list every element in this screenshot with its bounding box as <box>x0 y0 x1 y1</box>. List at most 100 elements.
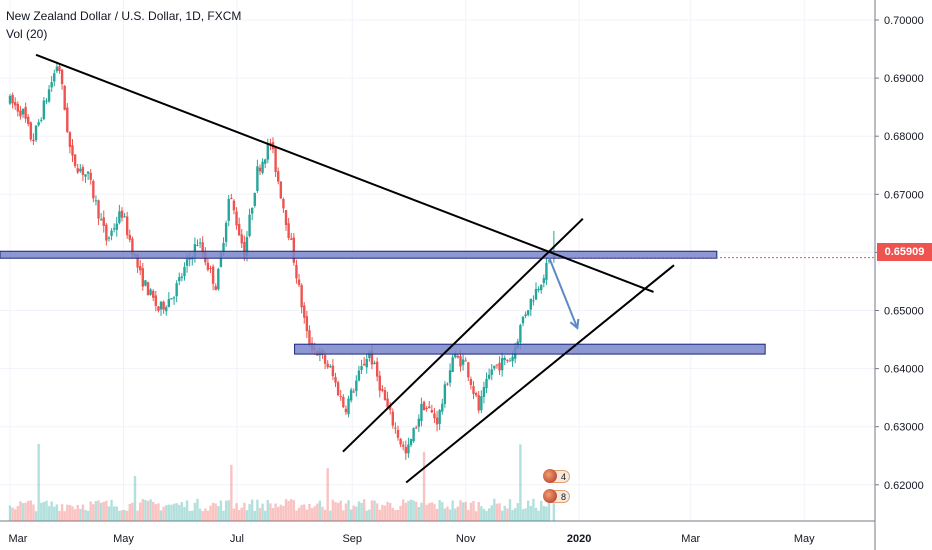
candle-body <box>266 143 269 160</box>
candle-body <box>378 375 381 391</box>
candle-body <box>172 297 176 299</box>
candle-body <box>92 180 95 199</box>
candle-body <box>511 356 514 362</box>
candle-body <box>415 427 418 429</box>
candle-body <box>422 401 426 411</box>
candle-body <box>485 378 488 389</box>
candle-body <box>21 109 25 115</box>
candle-body <box>232 200 236 211</box>
volume-bar <box>188 511 191 521</box>
volume-bar <box>102 501 105 521</box>
y-tick-label: 0.62000 <box>884 480 924 492</box>
event-badge-bottom[interactable]: 8 <box>543 489 570 503</box>
volume-bar <box>407 500 410 521</box>
candle-body <box>409 439 413 445</box>
candle-body <box>230 198 233 200</box>
candle-body <box>342 396 345 408</box>
candle-body <box>456 356 460 358</box>
volume-bar <box>81 504 85 521</box>
candle-body <box>396 429 400 438</box>
candle-body <box>519 325 522 343</box>
candle-body <box>446 383 449 385</box>
volume-bar <box>250 499 254 521</box>
candle-body <box>128 234 131 240</box>
volume-bar <box>230 464 233 521</box>
volume-bar <box>402 499 405 521</box>
volume-bar <box>112 506 116 521</box>
volume-bar <box>347 500 350 521</box>
candle-body <box>347 398 350 415</box>
candle-body <box>420 403 423 421</box>
candle-body <box>448 370 452 383</box>
y-tick-label: 0.69000 <box>884 73 924 85</box>
candle-body <box>339 396 342 398</box>
volume-legend: Vol (20) <box>6 27 48 41</box>
volume-bar <box>222 510 225 521</box>
candle-body <box>94 200 98 202</box>
volume-bar <box>352 505 355 521</box>
candle-body <box>89 172 92 180</box>
volume-bar <box>290 499 293 521</box>
volume-bar <box>274 503 277 521</box>
candle-body <box>404 446 408 454</box>
candle-body <box>529 298 532 310</box>
candle-body <box>217 268 220 290</box>
volume-bar <box>300 504 303 521</box>
candle-body <box>240 234 243 244</box>
candle-body <box>45 100 48 102</box>
volume-bar <box>14 509 17 521</box>
candle-body <box>157 306 160 311</box>
candle-body <box>308 330 311 345</box>
volume-bar <box>105 500 108 521</box>
volume-bar <box>482 508 486 521</box>
volume-bar <box>50 501 53 521</box>
candle-body <box>258 167 262 172</box>
volume-bar <box>19 501 22 521</box>
volume-bar <box>310 508 314 521</box>
x-tick-label: Jul <box>230 533 244 545</box>
candle-body <box>388 406 392 411</box>
volume-bar <box>451 500 454 521</box>
candle-body <box>16 103 20 112</box>
volume-bar <box>454 508 457 521</box>
volume-bar <box>204 508 207 521</box>
volume-bar <box>336 502 340 521</box>
candle-body <box>375 361 379 377</box>
volume-bar <box>526 500 530 521</box>
volume-bar <box>542 505 546 521</box>
volume-bar <box>58 511 61 521</box>
volume-bar <box>269 503 272 521</box>
volume-bar <box>21 503 25 521</box>
volume-bar <box>40 502 43 521</box>
candle-body <box>32 139 35 142</box>
candle-body <box>295 264 298 279</box>
volume-bar <box>261 503 264 521</box>
chart-title: New Zealand Dollar / U.S. Dollar, 1D, FX… <box>6 9 242 23</box>
volume-bar <box>214 503 217 521</box>
volume-bar <box>540 500 543 521</box>
volume-bar <box>29 500 33 521</box>
candle-body <box>237 223 241 236</box>
volume-bar <box>253 510 256 521</box>
candle-body <box>60 69 64 85</box>
volume-bar <box>201 511 204 521</box>
candle-body <box>326 363 329 368</box>
candle-body <box>99 219 103 221</box>
y-tick-label: 0.63000 <box>884 422 924 434</box>
candle-body <box>110 230 113 236</box>
event-badge-top[interactable]: 4 <box>543 469 570 483</box>
volume-bar <box>224 500 228 521</box>
candle-body <box>305 316 309 332</box>
volume-bar <box>232 508 236 521</box>
volume-bar <box>237 510 241 521</box>
volume-bar <box>32 504 35 521</box>
candle-body <box>428 406 431 409</box>
candle-body <box>469 379 473 385</box>
x-tick-label: Sep <box>342 533 362 545</box>
volume-bar <box>430 502 434 521</box>
volume-bar <box>534 507 538 521</box>
volume-bar <box>128 503 131 521</box>
candle-body <box>443 384 447 404</box>
volume-bar <box>258 508 262 521</box>
